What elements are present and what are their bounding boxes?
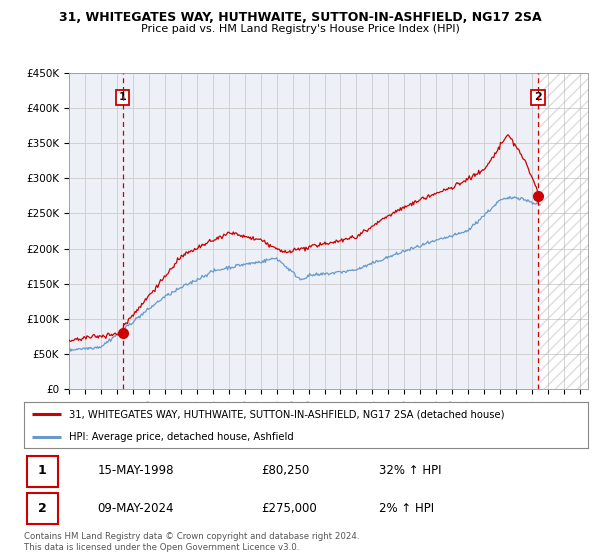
Text: £80,250: £80,250	[261, 464, 309, 478]
Text: 31, WHITEGATES WAY, HUTHWAITE, SUTTON-IN-ASHFIELD, NG17 2SA (detached house): 31, WHITEGATES WAY, HUTHWAITE, SUTTON-IN…	[69, 410, 505, 420]
Text: Price paid vs. HM Land Registry's House Price Index (HPI): Price paid vs. HM Land Registry's House …	[140, 24, 460, 34]
FancyBboxPatch shape	[27, 456, 58, 487]
Bar	[540, 73, 588, 389]
Text: Contains HM Land Registry data © Crown copyright and database right 2024.: Contains HM Land Registry data © Crown c…	[24, 532, 359, 541]
Text: HPI: Average price, detached house, Ashfield: HPI: Average price, detached house, Ashf…	[69, 432, 294, 442]
FancyBboxPatch shape	[27, 493, 58, 525]
Text: 15-MAY-1998: 15-MAY-1998	[97, 464, 174, 478]
Text: 2: 2	[38, 502, 46, 515]
Text: 1: 1	[119, 92, 127, 102]
Text: 31, WHITEGATES WAY, HUTHWAITE, SUTTON-IN-ASHFIELD, NG17 2SA: 31, WHITEGATES WAY, HUTHWAITE, SUTTON-IN…	[59, 11, 541, 24]
Text: 32% ↑ HPI: 32% ↑ HPI	[379, 464, 442, 478]
Text: £275,000: £275,000	[261, 502, 317, 515]
Bar	[540, 73, 588, 389]
Text: 1: 1	[38, 464, 46, 478]
Text: 09-MAY-2024: 09-MAY-2024	[97, 502, 174, 515]
Text: 2: 2	[534, 92, 542, 102]
Text: This data is licensed under the Open Government Licence v3.0.: This data is licensed under the Open Gov…	[24, 543, 299, 552]
Text: 2% ↑ HPI: 2% ↑ HPI	[379, 502, 434, 515]
